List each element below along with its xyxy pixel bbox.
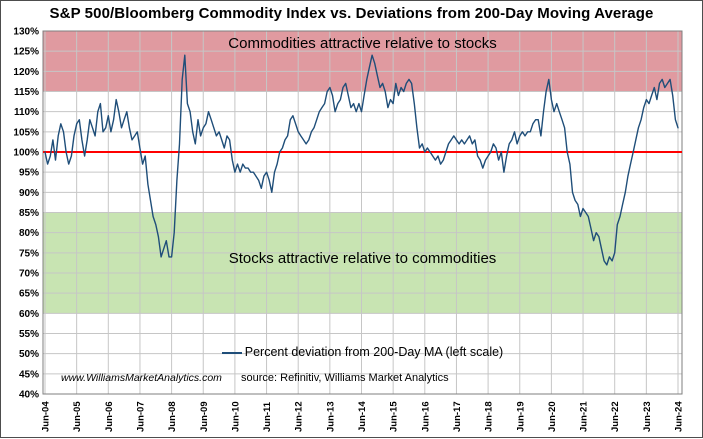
y-tick-label: 115% xyxy=(14,87,39,98)
x-tick-label: Jun-16 xyxy=(420,401,431,432)
band-stocks xyxy=(43,212,682,314)
x-tick-label: Jun-22 xyxy=(610,401,621,432)
y-tick-label: 60% xyxy=(19,309,39,320)
x-tick-label: Jun-07 xyxy=(135,401,146,432)
y-tick-label: 125% xyxy=(13,47,39,58)
x-tick-label: Jun-21 xyxy=(579,401,590,432)
y-tick-label: 95% xyxy=(19,168,39,179)
chart-title: S&P 500/Bloomberg Commodity Index vs. De… xyxy=(49,5,654,22)
y-tick-label: 75% xyxy=(19,248,39,259)
x-tick-label: Jun-23 xyxy=(642,401,653,432)
y-tick-label: 100% xyxy=(13,148,39,159)
band-commodities xyxy=(43,31,682,92)
y-tick-label: 45% xyxy=(19,369,39,380)
legend-line-swatch xyxy=(221,351,242,354)
x-tick-label: Jun-05 xyxy=(72,401,83,432)
y-tick-label: 105% xyxy=(13,127,39,138)
series-line-deviation xyxy=(44,54,679,266)
legend-label: Percent deviation from 200-Day MA (left … xyxy=(244,345,504,359)
x-tick-label: Jun-15 xyxy=(389,401,400,432)
y-tick-label: 40% xyxy=(19,390,39,401)
plot-border xyxy=(42,30,683,395)
annotation-stocks-band: Stocks attractive relative to commoditie… xyxy=(228,250,497,267)
x-tick-label: Jun-10 xyxy=(230,401,241,432)
x-tick-label: Jun-14 xyxy=(357,401,368,432)
y-tick-label: 120% xyxy=(13,67,39,78)
x-tick-label: Jun-17 xyxy=(452,401,463,432)
x-tick-label: Jun-08 xyxy=(167,401,178,432)
x-tick-label: Jun-13 xyxy=(325,401,336,432)
x-tick-label: Jun-20 xyxy=(547,401,558,432)
x-tick-label: Jun-04 xyxy=(41,401,52,432)
annotation-commodities-band: Commodities attractive relative to stock… xyxy=(228,35,497,52)
legend: Percent deviation from 200-Day MA (left … xyxy=(43,345,682,359)
y-tick-label: 110% xyxy=(14,107,39,118)
y-tick-label: 90% xyxy=(19,188,39,199)
x-tick-label: Jun-12 xyxy=(294,401,305,432)
y-tick-label: 85% xyxy=(19,208,39,219)
y-tick-label: 70% xyxy=(19,269,39,280)
x-tick-label: Jun-18 xyxy=(484,401,495,432)
x-tick-label: Jun-09 xyxy=(199,401,210,432)
x-tick-label: Jun-19 xyxy=(515,401,526,432)
y-tick-label: 55% xyxy=(19,329,39,340)
x-tick-label: Jun-24 xyxy=(674,401,685,432)
x-tick-label: Jun-06 xyxy=(104,401,115,432)
y-tick-label: 130% xyxy=(13,27,39,38)
source-note: source: Refinitiv, Williams Market Analy… xyxy=(241,372,449,384)
y-tick-label: 80% xyxy=(19,228,39,239)
watermark-url: www.WilliamsMarketAnalytics.com xyxy=(61,372,222,384)
y-tick-label: 50% xyxy=(19,349,39,360)
y-tick-label: 65% xyxy=(19,289,39,300)
x-tick-label: Jun-11 xyxy=(262,401,273,432)
